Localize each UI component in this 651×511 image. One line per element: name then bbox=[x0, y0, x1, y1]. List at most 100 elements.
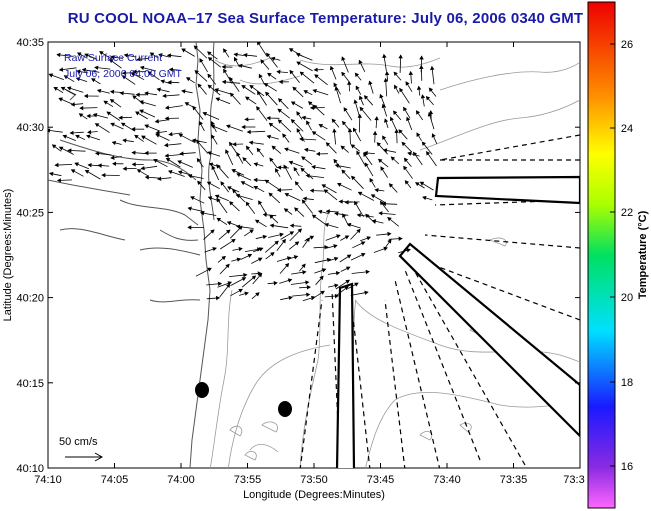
current-vector-arrowhead bbox=[241, 277, 247, 282]
current-vector-arrowhead bbox=[197, 180, 202, 186]
current-vector-arrowhead bbox=[241, 124, 246, 130]
current-vector-arrowhead bbox=[408, 70, 414, 76]
current-vector-arrowhead bbox=[54, 162, 59, 168]
current-vector-arrowhead bbox=[207, 267, 212, 272]
current-vector-arrowhead bbox=[350, 144, 356, 149]
current-annotation-line1: Raw Surface Current bbox=[64, 52, 162, 64]
current-vector-arrowhead bbox=[354, 282, 359, 287]
current-vector-arrowhead bbox=[344, 235, 350, 240]
current-vector-arrowhead bbox=[288, 160, 294, 165]
current-vector-arrowhead bbox=[378, 211, 383, 216]
current-vector-arrowhead bbox=[345, 266, 351, 271]
current-vector-arrowhead bbox=[76, 69, 81, 74]
current-vector-arrowhead bbox=[331, 118, 336, 124]
current-vector-arrowhead bbox=[293, 166, 298, 172]
current-vector-arrowhead bbox=[351, 175, 356, 181]
current-vector-arrowhead bbox=[94, 65, 99, 70]
colorbar-tick-label: 24 bbox=[621, 123, 633, 135]
x-tick-label: 73:50 bbox=[300, 474, 328, 486]
current-vector-arrowhead bbox=[225, 263, 230, 269]
current-vector-arrowhead bbox=[184, 102, 190, 107]
x-tick-label: 74:05 bbox=[101, 474, 129, 486]
current-vector-arrowhead bbox=[340, 145, 346, 150]
current-vector-arrowhead bbox=[374, 116, 379, 121]
current-vector-arrowhead bbox=[177, 160, 182, 165]
current-vector-arrowhead bbox=[147, 71, 152, 76]
y-tick-label: 40:30 bbox=[16, 122, 44, 134]
current-vector-arrowhead bbox=[66, 86, 72, 91]
current-vector-arrowhead bbox=[278, 79, 283, 85]
current-vector-arrowhead bbox=[334, 283, 339, 288]
current-vector-arrowhead bbox=[398, 129, 403, 134]
current-vector-arrowhead bbox=[355, 85, 360, 91]
current-vector-arrowhead bbox=[84, 169, 90, 174]
current-vector-arrowhead bbox=[270, 252, 275, 257]
current-vector-arrowhead bbox=[414, 182, 420, 187]
y-tick-label: 40:10 bbox=[16, 463, 44, 475]
current-vector-arrowhead bbox=[141, 135, 146, 140]
current-vector-arrowhead bbox=[358, 95, 364, 101]
current-vector-arrowhead bbox=[258, 200, 263, 205]
current-vector-arrowhead bbox=[58, 146, 64, 151]
current-vector-arrowhead bbox=[382, 148, 388, 153]
current-vector-arrowhead bbox=[75, 77, 81, 82]
current-vector-arrowhead bbox=[428, 87, 434, 93]
current-vector-arrowhead bbox=[106, 111, 112, 116]
current-vector-arrowhead bbox=[91, 78, 96, 83]
current-vector-arrowhead bbox=[422, 195, 427, 201]
current-vector-arrowhead bbox=[144, 124, 149, 129]
current-vector-arrowhead bbox=[420, 94, 426, 99]
current-vector-arrowhead bbox=[83, 93, 88, 99]
current-vector-arrowhead bbox=[333, 82, 338, 88]
current-vector-arrowhead bbox=[122, 138, 127, 143]
x-tick-label: 73:35 bbox=[500, 474, 528, 486]
current-vector-arrowhead bbox=[302, 270, 307, 275]
current-vector-arrowhead bbox=[305, 280, 310, 285]
current-vector-arrowhead bbox=[248, 140, 254, 145]
current-vector-arrowhead bbox=[307, 101, 313, 106]
current-vector-arrowhead bbox=[246, 129, 251, 135]
current-vector-arrowhead bbox=[211, 134, 215, 140]
current-vector-arrowhead bbox=[299, 71, 305, 76]
current-vector-arrowhead bbox=[163, 142, 169, 148]
current-vector-arrowhead bbox=[110, 122, 115, 127]
current-vector-arrowhead bbox=[301, 115, 306, 121]
current-vector-arrowhead bbox=[109, 99, 115, 104]
current-vector-arrowhead bbox=[94, 123, 100, 128]
current-vector-arrowhead bbox=[258, 73, 263, 79]
current-vector-arrowhead bbox=[206, 181, 212, 186]
current-vector-arrowhead bbox=[235, 193, 241, 199]
current-vector-arrowhead bbox=[181, 89, 186, 94]
current-vector-arrowhead bbox=[139, 109, 144, 114]
current-vector-arrowhead bbox=[431, 133, 436, 138]
current-vector-arrowhead bbox=[342, 213, 347, 218]
current-vector-arrowhead bbox=[155, 133, 160, 138]
current-vector-arrowhead bbox=[382, 135, 387, 140]
current-vector-arrowhead bbox=[347, 128, 353, 133]
current-vector-arrowhead bbox=[136, 169, 142, 174]
current-vector-arrowhead bbox=[413, 151, 418, 157]
current-vector-arrowhead bbox=[309, 188, 314, 193]
current-vector-arrowhead bbox=[393, 71, 398, 77]
current-vector-arrowhead bbox=[199, 120, 203, 126]
current-vector-arrowhead bbox=[238, 246, 243, 252]
x-tick-label: 73:45 bbox=[367, 474, 395, 486]
current-vector-arrowhead bbox=[167, 80, 172, 85]
current-vector-arrowhead bbox=[78, 113, 84, 118]
current-vector-arrowhead bbox=[370, 194, 376, 199]
current-vector-arrowhead bbox=[425, 95, 431, 101]
current-vector-arrowhead bbox=[372, 130, 378, 136]
current-vector-arrowhead bbox=[282, 133, 287, 138]
current-vector-arrowhead bbox=[403, 106, 408, 112]
current-vector-arrowhead bbox=[338, 199, 343, 204]
current-vector-arrowhead bbox=[401, 141, 406, 147]
current-vector-arrowhead bbox=[62, 134, 68, 139]
current-vector-arrowhead bbox=[430, 65, 435, 71]
current-vector-arrowhead bbox=[404, 180, 410, 185]
current-vector-arrowhead bbox=[216, 197, 221, 203]
current-vector-arrowhead bbox=[79, 105, 84, 111]
current-vector-arrowhead bbox=[243, 272, 248, 278]
current-vector-arrowhead bbox=[312, 88, 318, 94]
current-vector-arrowhead bbox=[296, 128, 301, 133]
current-vector-arrowhead bbox=[226, 283, 231, 289]
